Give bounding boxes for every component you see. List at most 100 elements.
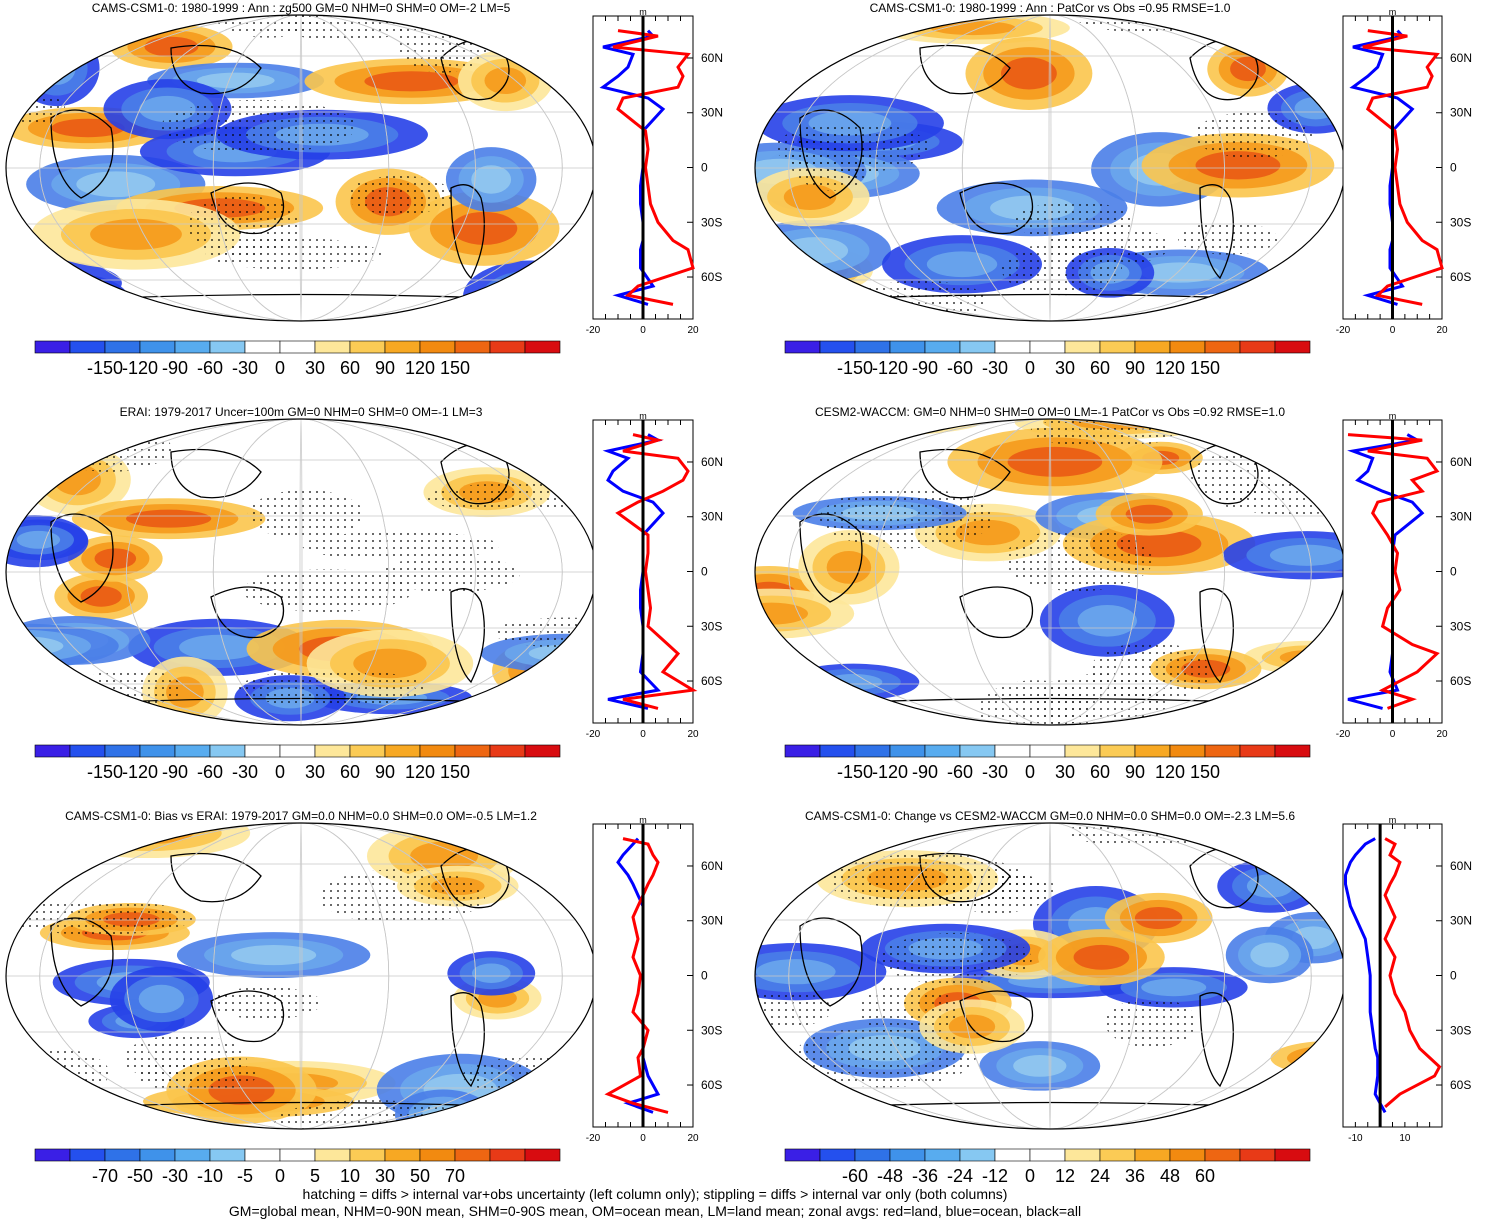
- graticule: [6, 15, 596, 321]
- colorbar-swatch: [349, 1148, 386, 1162]
- colorbar-swatch: [784, 1148, 821, 1162]
- zonal-x-tick-label: -20: [586, 729, 601, 740]
- colorbar-tick-label: 0: [275, 762, 285, 782]
- colorbar-tick-label: 70: [445, 1166, 465, 1186]
- zonal-panel: m -10 10 60N 30N 0 30S 60S: [1342, 815, 1472, 1144]
- zonal-lat-label: 60N: [701, 859, 723, 873]
- colorbar-tick-label: 60: [340, 762, 360, 782]
- zonal-lat-label: 30N: [701, 106, 723, 120]
- colorbar-swatch: [174, 744, 211, 758]
- colorbar-swatch: [349, 744, 386, 758]
- zonal-frame: [1342, 823, 1443, 1128]
- colorbar-swatch: [489, 744, 526, 758]
- zonal-x-tick-label: 20: [687, 325, 699, 336]
- colorbar-tick-label: 50: [410, 1166, 430, 1186]
- zonal-lat-label: 0: [1450, 565, 1457, 579]
- colorbar-swatch: [784, 744, 821, 758]
- colorbar-swatch: [1239, 1148, 1276, 1162]
- zonal-lat-label: 60S: [1450, 1078, 1471, 1092]
- colorbar-tick-label: 30: [1055, 762, 1075, 782]
- colorbar-swatch: [1099, 1148, 1136, 1162]
- colorbar-swatch: [524, 1148, 561, 1162]
- colorbar-swatch: [1099, 744, 1136, 758]
- colorbar-swatch: [1064, 340, 1101, 354]
- zonal-land-line: [612, 29, 695, 306]
- zonal-x-tick-label: -20: [586, 1133, 601, 1144]
- zonal-x-tick-label: -20: [586, 325, 601, 336]
- colorbar-tick-label: -12: [982, 1166, 1008, 1186]
- zonal-lat-label: 0: [701, 969, 708, 983]
- zonal-land-line: [604, 837, 669, 1114]
- colorbar-swatch: [1134, 744, 1171, 758]
- colorbar-swatch: [854, 1148, 891, 1162]
- zonal-lat-label: 60N: [1450, 455, 1472, 469]
- zonal-unit: m: [1389, 411, 1397, 421]
- zonal-x-tick-label: 10: [1399, 1133, 1411, 1144]
- zonal-lat-label: 30S: [1450, 619, 1471, 633]
- zonal-unit: m: [639, 7, 647, 17]
- panel-title: CAMS-CSM1-0: Bias vs ERAI: 1979-2017 GM=…: [65, 809, 537, 823]
- zonal-x-tick-label: 20: [1436, 729, 1448, 740]
- colorbar-tick-label: 90: [1125, 358, 1145, 378]
- colorbar-swatch: [139, 744, 176, 758]
- zonal-panel: m -20 0 20 60N 30N 0 30S 60S: [1336, 7, 1472, 336]
- zonal-x-tick-label: 0: [640, 325, 646, 336]
- colorbar-tick-label: 30: [305, 762, 325, 782]
- panel-2: CAMS-CSM1-0: 1980-1999 : Ann : PatCor vs…: [754, 1, 1472, 378]
- colorbar-tick-label: -10: [197, 1166, 223, 1186]
- colorbar-swatch: [69, 340, 106, 354]
- colorbar-tick-label: -30: [162, 1166, 188, 1186]
- colorbar-swatch: [994, 1148, 1031, 1162]
- panel-5: CAMS-CSM1-0: Bias vs ERAI: 1979-2017 GM=…: [5, 809, 723, 1186]
- colorbar-tick-label: -120: [872, 762, 908, 782]
- colorbar-swatch: [1029, 1148, 1066, 1162]
- colorbar-tick-label: 0: [275, 358, 285, 378]
- colorbar-tick-label: 0: [275, 1166, 285, 1186]
- colorbar-tick-label: -60: [842, 1166, 868, 1186]
- colorbar-swatch: [819, 1148, 856, 1162]
- colorbar-tick-label: 30: [1055, 358, 1075, 378]
- zonal-lat-label: 60N: [1450, 859, 1472, 873]
- colorbar-swatch: [489, 340, 526, 354]
- colorbar-swatch: [1239, 744, 1276, 758]
- colorbar-tick-label: -30: [232, 762, 258, 782]
- colorbar-swatch: [104, 340, 141, 354]
- colorbar-swatch: [209, 744, 246, 758]
- colorbar-tick-label: -90: [162, 762, 188, 782]
- colorbar-swatch: [959, 340, 996, 354]
- colorbar: -150-120 -90 -60 -30 0 30 60 90 120 150: [34, 340, 561, 378]
- colorbar-tick-label: 90: [1125, 762, 1145, 782]
- zonal-lat-label: 0: [701, 161, 708, 175]
- colorbar-tick-label: -120: [872, 358, 908, 378]
- zonal-x-tick-label: 20: [687, 729, 699, 740]
- zonal-x-tick-label: 0: [1390, 729, 1396, 740]
- colorbar-swatch: [244, 744, 281, 758]
- colorbar-swatch: [314, 1148, 351, 1162]
- colorbar-tick-label: -48: [877, 1166, 903, 1186]
- zonal-x-tick-label: 0: [640, 729, 646, 740]
- panel-title: CAMS-CSM1-0: Change vs CESM2-WACCM GM=0.…: [805, 809, 1295, 823]
- colorbar-tick-label: 12: [1055, 1166, 1075, 1186]
- map: [754, 822, 1346, 1130]
- colorbar-swatch: [419, 340, 456, 354]
- zonal-lat-label: 30S: [1450, 1023, 1471, 1037]
- colorbar-swatch: [419, 744, 456, 758]
- colorbar: -150-120 -90 -60 -30 0 30 60 90 120 150: [34, 744, 561, 782]
- zonal-lat-label: 30N: [1450, 510, 1472, 524]
- colorbar-tick-label: 150: [1190, 762, 1220, 782]
- map: [754, 418, 1346, 726]
- colorbar-tick-label: 10: [340, 1166, 360, 1186]
- colorbar-swatch: [69, 744, 106, 758]
- colorbar: -150-120 -90 -60 -30 0 30 60 90 120 150: [784, 340, 1311, 378]
- colorbar-tick-label: -150: [837, 358, 873, 378]
- colorbar-tick-label: 60: [1090, 762, 1110, 782]
- colorbar-tick-label: -150: [87, 762, 123, 782]
- colorbar-swatch: [854, 744, 891, 758]
- zonal-panel: m -20 0 20 60N 30N 0 30S 60S: [586, 7, 723, 336]
- zonal-land-line: [1383, 837, 1442, 1109]
- colorbar-tick-label: 60: [1090, 358, 1110, 378]
- colorbar-swatch: [924, 1148, 961, 1162]
- colorbar-swatch: [174, 340, 211, 354]
- zonal-lat-label: 0: [1450, 969, 1457, 983]
